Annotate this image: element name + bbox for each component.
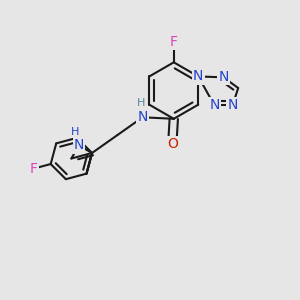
Text: O: O: [167, 137, 178, 151]
Text: N: N: [209, 98, 220, 112]
Text: N: N: [227, 98, 238, 112]
Text: N: N: [193, 69, 203, 83]
Text: N: N: [74, 138, 84, 152]
Text: F: F: [170, 34, 178, 49]
Text: N: N: [137, 110, 148, 124]
Text: N: N: [218, 70, 229, 84]
Text: F: F: [29, 162, 38, 176]
Text: H: H: [137, 98, 145, 108]
Text: H: H: [71, 127, 80, 136]
